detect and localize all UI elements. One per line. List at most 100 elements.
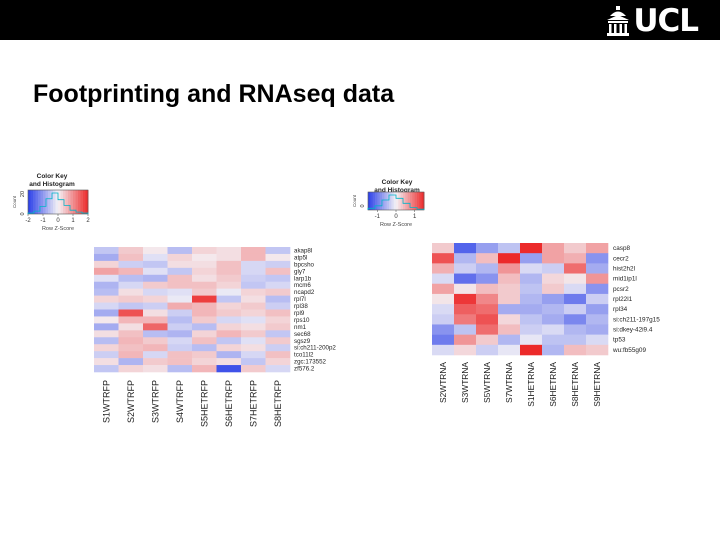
- chart1-heatmap-cell: [241, 274, 266, 283]
- chart2-row-label: tp53: [613, 337, 626, 344]
- chart1-heatmap-cell: [94, 267, 119, 276]
- chart2-row-label: si:dkey-42i9.4: [613, 327, 653, 334]
- chart1-key-gradient-slice: [63, 190, 66, 214]
- chart1-heatmap-cell: [94, 316, 119, 324]
- chart2-row-label: cecr2: [613, 255, 629, 262]
- chart1-key-ylabel: Count: [12, 195, 17, 208]
- chart2-heatmap-cell: [564, 314, 587, 325]
- chart1-heatmap-cell: [94, 344, 119, 352]
- chart1-heatmap-cell: [216, 351, 242, 359]
- chart2-key-xtick-label: -1: [375, 214, 381, 220]
- chart2-heatmap-cell: [520, 273, 543, 285]
- chart1-row-label: mcm6: [294, 282, 311, 289]
- ucl-portico-icon: [607, 6, 630, 36]
- chart1-key-gradient-slice: [60, 190, 64, 214]
- chart2-heatmap-cell: [476, 283, 499, 295]
- chart2-column-label: S9HETRNA: [592, 362, 602, 407]
- chart2-key-gradient-slice: [405, 192, 409, 210]
- chart1-heatmap-cell: [143, 267, 168, 276]
- chart1-heatmap-cell: [241, 260, 266, 269]
- chart2-heatmap-cell: [432, 263, 455, 274]
- chart1-heatmap-cell: [143, 295, 168, 303]
- chart2-heatmap-cell: [498, 293, 521, 305]
- chart1-heatmap-cell: [118, 344, 144, 352]
- chart1-key-title-line2: and Histogram: [29, 181, 75, 188]
- chart2-heatmap-cell: [564, 243, 587, 254]
- chart1-heatmap-cell: [216, 267, 242, 276]
- chart2-row-label: rpl34: [613, 306, 628, 313]
- chart2-row-label: casp8: [613, 245, 630, 252]
- chart1-heatmap-cell: [167, 344, 193, 352]
- chart1-heatmap-cell: [118, 309, 144, 317]
- chart1-key-gradient-slice: [50, 190, 54, 214]
- chart1-column-label: S3WTRFP: [150, 380, 160, 423]
- chart1-heatmap-cell: [143, 365, 168, 373]
- chart2-key-xtick-label: 0: [394, 214, 398, 220]
- chart2-heatmap-cell: [586, 283, 609, 295]
- chart1-heatmap-cell: [167, 302, 193, 310]
- chart2-heatmap-cell: [498, 304, 521, 315]
- chart1-key-gradient-slice: [55, 190, 59, 214]
- chart1-heatmap-cell: [94, 302, 119, 310]
- chart1-key-gradient-slice: [58, 190, 61, 214]
- chart2-column-label: S6HETRNA: [548, 362, 558, 407]
- chart1-heatmap-cell: [265, 253, 291, 262]
- chart2-heatmap-cell: [564, 253, 587, 264]
- chart2-heatmap-cell: [476, 263, 499, 274]
- chart1-heatmap-cell: [118, 337, 144, 345]
- chart1-heatmap-cell: [143, 309, 168, 317]
- chart2-heatmap-cell: [498, 263, 521, 274]
- chart1-heatmap-cell: [167, 295, 193, 303]
- chart1-heatmap-cell: [241, 281, 266, 289]
- chart1-column-label: S6HETRFP: [224, 380, 234, 427]
- chart1-row-label: ncapd2: [294, 289, 315, 296]
- chart1-heatmap-cell: [192, 351, 217, 359]
- chart2-heatmap-cell: [586, 293, 609, 305]
- chart1-heatmap-cell: [167, 247, 193, 255]
- chart1-heatmap-cell: [192, 309, 217, 317]
- chart2-key-gradient-slice: [400, 192, 404, 210]
- chart2-heatmap-cell: [520, 293, 543, 305]
- chart2-heatmap-cell: [432, 243, 455, 254]
- chart1-key-xlabel: Row Z-Score: [42, 226, 74, 232]
- chart2-heatmap-cell: [476, 344, 499, 356]
- chart2-heatmap-cell: [476, 243, 499, 254]
- chart1-heatmap-cell: [118, 274, 144, 283]
- chart2-key-gradient-slice: [386, 192, 390, 210]
- chart1-heatmap-cell: [94, 358, 119, 366]
- chart1-heatmap-cell: [216, 288, 242, 296]
- header-bar: UCL: [0, 0, 720, 40]
- chart1-heatmap-cell: [143, 344, 168, 352]
- chart2-key-histogram: [367, 194, 425, 210]
- chart2-heatmap-cell: [542, 273, 565, 285]
- chart1-heatmap-cell: [192, 253, 217, 262]
- chart2-key-xlabel: Row Z-Score: [380, 222, 412, 228]
- chart2-heatmap-cell: [542, 304, 565, 315]
- chart2-heatmap-cell: [454, 263, 477, 274]
- chart2-row-label: hist2h2l: [613, 265, 635, 272]
- chart2-heatmap-cell: [542, 344, 565, 356]
- chart2-heatmap-cell: [432, 344, 455, 356]
- chart2-column-label: S5WTRNA: [482, 362, 492, 403]
- chart2-heatmap-cell: [564, 344, 587, 356]
- chart1-key-gradient-slice: [45, 190, 49, 214]
- chart2-column-label: S8HETRNA: [570, 362, 580, 407]
- chart2-heatmap-cell: [498, 283, 521, 295]
- chart2-heatmap-cell: [432, 304, 455, 315]
- chart2-heatmap-cell: [564, 324, 587, 335]
- chart1-heatmap-cell: [118, 323, 144, 331]
- chart2-key-gradient-slice: [379, 192, 383, 210]
- chart1-heatmap-cell: [192, 365, 217, 373]
- chart1-heatmap-cell: [265, 316, 291, 324]
- chart1-heatmap-cell: [265, 351, 291, 359]
- chart1-key-gradient-slice: [38, 190, 41, 214]
- chart1-column-label: S8HETRFP: [273, 380, 283, 427]
- chart1-heatmap-cell: [167, 323, 193, 331]
- chart1-key-gradient-slice: [28, 190, 31, 214]
- chart1-heatmap-cell: [94, 281, 119, 289]
- chart2-heatmap-cell: [432, 273, 455, 285]
- chart2-key-gradient-slice: [384, 192, 388, 210]
- chart1-heatmap-cell: [167, 365, 193, 373]
- chart1-heatmap-cell: [118, 267, 144, 276]
- chart2-heatmap-cell: [542, 324, 565, 335]
